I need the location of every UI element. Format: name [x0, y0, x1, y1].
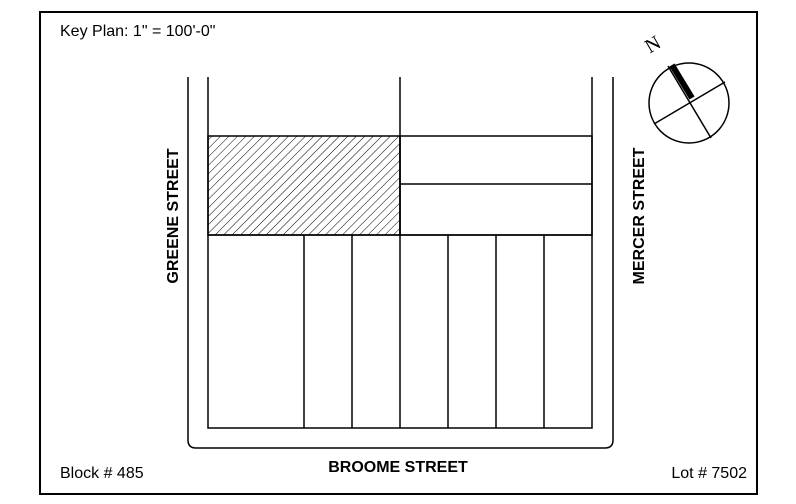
lot-lines	[208, 135, 593, 428]
street-label: GREENE STREET	[165, 148, 182, 283]
lot-number: Lot # 7502	[671, 465, 747, 482]
north-arrow: N	[641, 32, 730, 144]
plan-title: Key Plan: 1" = 100'-0"	[60, 23, 215, 40]
frame	[39, 11, 758, 495]
block-number: Block # 485	[60, 465, 144, 482]
north-label: N	[641, 32, 665, 58]
subject-lot	[207, 135, 401, 236]
street-label: MERCER STREET	[631, 147, 648, 284]
street-curbs	[187, 77, 614, 449]
street-label: BROOME STREET	[328, 459, 468, 476]
